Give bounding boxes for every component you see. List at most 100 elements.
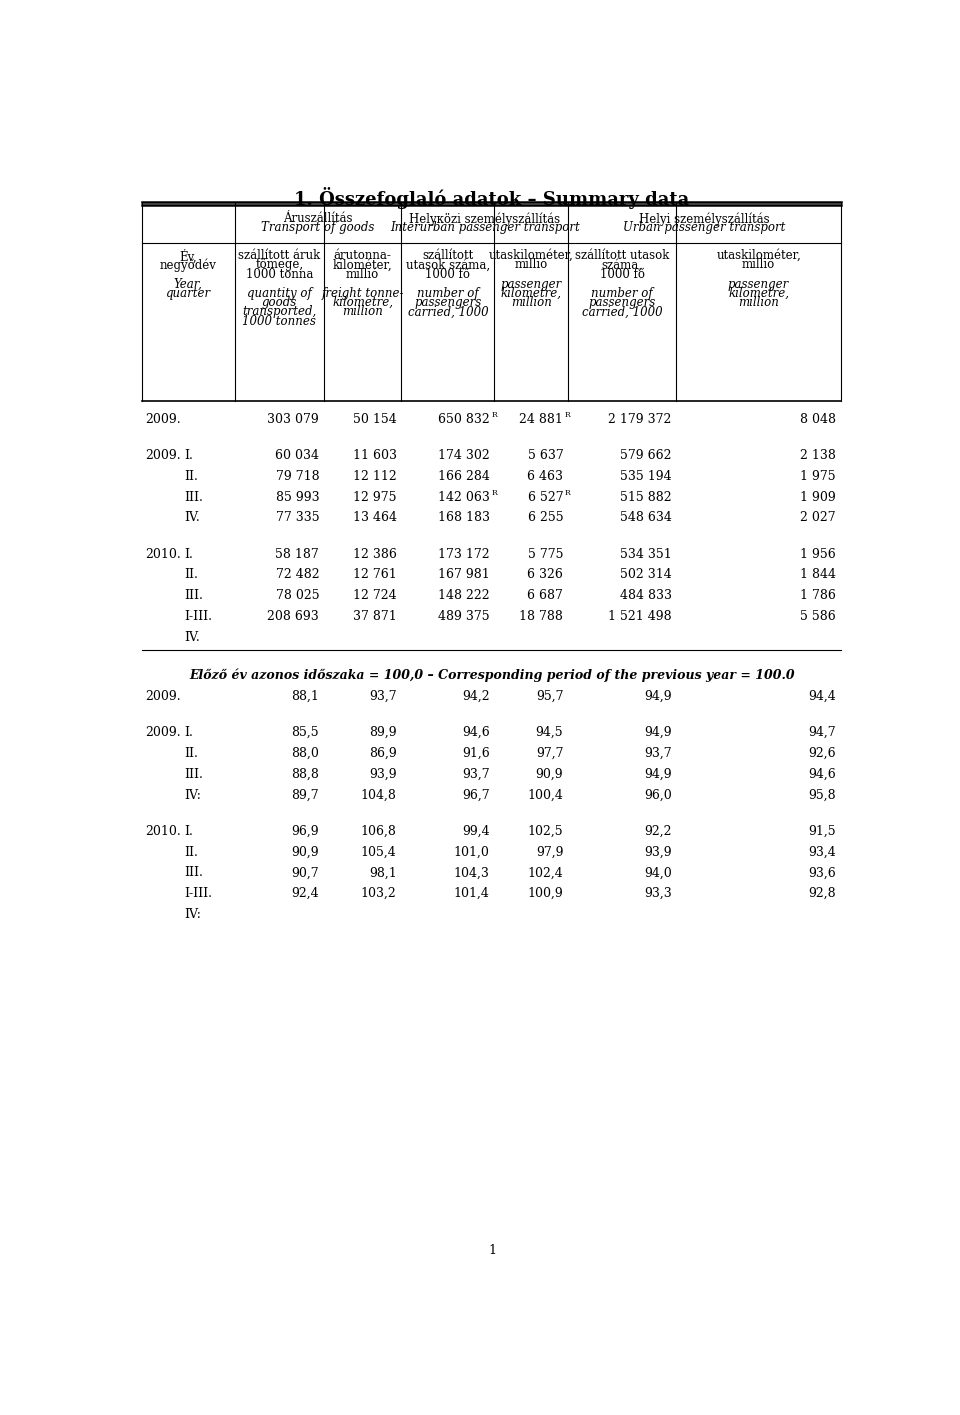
Text: 166 284: 166 284 (438, 470, 490, 483)
Text: 94,5: 94,5 (536, 726, 564, 739)
Text: 6 687: 6 687 (527, 589, 564, 603)
Text: number of: number of (417, 287, 479, 300)
Text: 88,0: 88,0 (291, 747, 319, 760)
Text: 1 975: 1 975 (801, 470, 836, 483)
Text: 104,3: 104,3 (454, 866, 490, 879)
Text: 93,9: 93,9 (369, 768, 396, 781)
Text: millió: millió (742, 259, 776, 272)
Text: 13 464: 13 464 (352, 511, 396, 525)
Text: million: million (511, 296, 552, 308)
Text: 148 222: 148 222 (438, 589, 490, 603)
Text: 650 832: 650 832 (438, 413, 490, 426)
Text: 89,7: 89,7 (292, 788, 319, 801)
Text: IV:: IV: (184, 788, 202, 801)
Text: 174 302: 174 302 (438, 449, 490, 463)
Text: carried, 1000: carried, 1000 (407, 306, 488, 318)
Text: 92,6: 92,6 (808, 747, 836, 760)
Text: million: million (342, 306, 383, 318)
Text: millió: millió (515, 259, 548, 272)
Text: I.: I. (184, 449, 193, 463)
Text: 88,8: 88,8 (291, 768, 319, 781)
Text: IV.: IV. (184, 511, 200, 525)
Text: szállított áruk: szállított áruk (238, 249, 321, 262)
Text: 5 775: 5 775 (528, 548, 564, 560)
Text: 6 326: 6 326 (527, 569, 564, 582)
Text: 484 833: 484 833 (620, 589, 672, 603)
Text: szállított utasok: szállított utasok (575, 249, 669, 262)
Text: 1 909: 1 909 (801, 491, 836, 504)
Text: I.: I. (184, 548, 193, 560)
Text: 88,1: 88,1 (291, 691, 319, 703)
Text: 92,2: 92,2 (644, 825, 672, 838)
Text: 24 881: 24 881 (519, 413, 564, 426)
Text: 94,7: 94,7 (808, 726, 836, 739)
Text: 18 788: 18 788 (519, 610, 564, 623)
Text: 5 637: 5 637 (528, 449, 564, 463)
Text: 515 882: 515 882 (620, 491, 672, 504)
Text: 1 844: 1 844 (800, 569, 836, 582)
Text: kilometre,: kilometre, (728, 287, 789, 300)
Text: 93,7: 93,7 (644, 747, 672, 760)
Text: 97,7: 97,7 (536, 747, 564, 760)
Text: 97,9: 97,9 (536, 846, 564, 859)
Text: 1: 1 (488, 1244, 496, 1257)
Text: passengers: passengers (414, 296, 482, 308)
Text: IV.: IV. (184, 631, 200, 644)
Text: II.: II. (184, 470, 198, 483)
Text: freight tonne-: freight tonne- (322, 287, 404, 300)
Text: árutonna-: árutonna- (334, 249, 392, 262)
Text: 167 981: 167 981 (438, 569, 490, 582)
Text: R: R (492, 490, 497, 497)
Text: 2010.: 2010. (145, 825, 180, 838)
Text: 90,7: 90,7 (292, 866, 319, 879)
Text: 11 603: 11 603 (352, 449, 396, 463)
Text: 94,4: 94,4 (808, 691, 836, 703)
Text: 2 138: 2 138 (801, 449, 836, 463)
Text: passenger: passenger (500, 277, 562, 290)
Text: 86,9: 86,9 (369, 747, 396, 760)
Text: 93,3: 93,3 (644, 887, 672, 900)
Text: R: R (492, 412, 497, 419)
Text: kilométer,: kilométer, (333, 259, 393, 272)
Text: quarter: quarter (166, 287, 211, 300)
Text: 2009.: 2009. (145, 691, 180, 703)
Text: 534 351: 534 351 (620, 548, 672, 560)
Text: Urban passenger transport: Urban passenger transport (623, 221, 785, 235)
Text: 99,4: 99,4 (462, 825, 490, 838)
Text: 6 255: 6 255 (528, 511, 564, 525)
Text: 548 634: 548 634 (620, 511, 672, 525)
Text: 101,4: 101,4 (454, 887, 490, 900)
Text: 104,8: 104,8 (361, 788, 396, 801)
Text: 93,7: 93,7 (462, 768, 490, 781)
Text: 94,6: 94,6 (462, 726, 490, 739)
Text: utaskilométer,: utaskilométer, (489, 249, 573, 262)
Text: 72 482: 72 482 (276, 569, 319, 582)
Text: II.: II. (184, 846, 198, 859)
Text: 2009.: 2009. (145, 449, 180, 463)
Text: 102,4: 102,4 (528, 866, 564, 879)
Text: 94,9: 94,9 (644, 726, 672, 739)
Text: száma,: száma, (602, 259, 642, 272)
Text: 142 063: 142 063 (438, 491, 490, 504)
Text: 78 025: 78 025 (276, 589, 319, 603)
Text: Előző év azonos időszaka = 100,0 – Corresponding period of the previous year = 1: Előző év azonos időszaka = 100,0 – Corre… (189, 669, 795, 682)
Text: 579 662: 579 662 (620, 449, 672, 463)
Text: 1 521 498: 1 521 498 (609, 610, 672, 623)
Text: 89,9: 89,9 (369, 726, 396, 739)
Text: 93,6: 93,6 (808, 866, 836, 879)
Text: 535 194: 535 194 (620, 470, 672, 483)
Text: Interurban passenger transport: Interurban passenger transport (390, 221, 580, 235)
Text: 91,6: 91,6 (462, 747, 490, 760)
Text: utasok száma,: utasok száma, (406, 259, 490, 272)
Text: 489 375: 489 375 (438, 610, 490, 623)
Text: tömege,: tömege, (255, 259, 303, 272)
Text: 101,0: 101,0 (454, 846, 490, 859)
Text: 98,1: 98,1 (369, 866, 396, 879)
Text: 1000 tonna: 1000 tonna (246, 267, 313, 280)
Text: Helyкözi személyszállítás: Helyкözi személyszállítás (409, 212, 561, 225)
Text: passenger: passenger (728, 277, 789, 290)
Text: III.: III. (184, 491, 204, 504)
Text: 12 761: 12 761 (353, 569, 396, 582)
Text: 208 693: 208 693 (268, 610, 319, 623)
Text: 58 187: 58 187 (276, 548, 319, 560)
